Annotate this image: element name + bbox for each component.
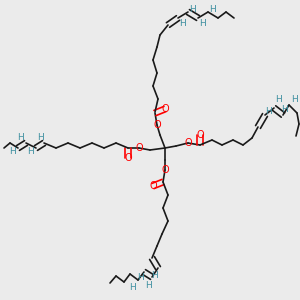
Text: H: H: [276, 95, 282, 104]
Text: H: H: [9, 148, 15, 157]
Text: O: O: [135, 143, 143, 153]
Text: O: O: [161, 104, 169, 114]
Text: O: O: [161, 165, 169, 175]
Text: H: H: [210, 5, 216, 14]
Text: H: H: [180, 19, 186, 28]
Text: H: H: [129, 283, 135, 292]
Text: H: H: [190, 5, 196, 14]
Text: H: H: [200, 19, 206, 28]
Text: O: O: [196, 130, 204, 140]
Text: O: O: [184, 138, 192, 148]
Text: O: O: [149, 181, 157, 191]
Text: H: H: [282, 106, 288, 115]
Text: H: H: [27, 148, 33, 157]
Text: O: O: [153, 120, 161, 130]
Text: H: H: [152, 271, 158, 280]
Text: O: O: [124, 153, 132, 163]
Text: H: H: [266, 107, 272, 116]
Text: H: H: [292, 95, 298, 104]
Text: H: H: [145, 280, 152, 290]
Text: H: H: [136, 272, 143, 281]
Text: H: H: [16, 133, 23, 142]
Text: H: H: [37, 133, 44, 142]
